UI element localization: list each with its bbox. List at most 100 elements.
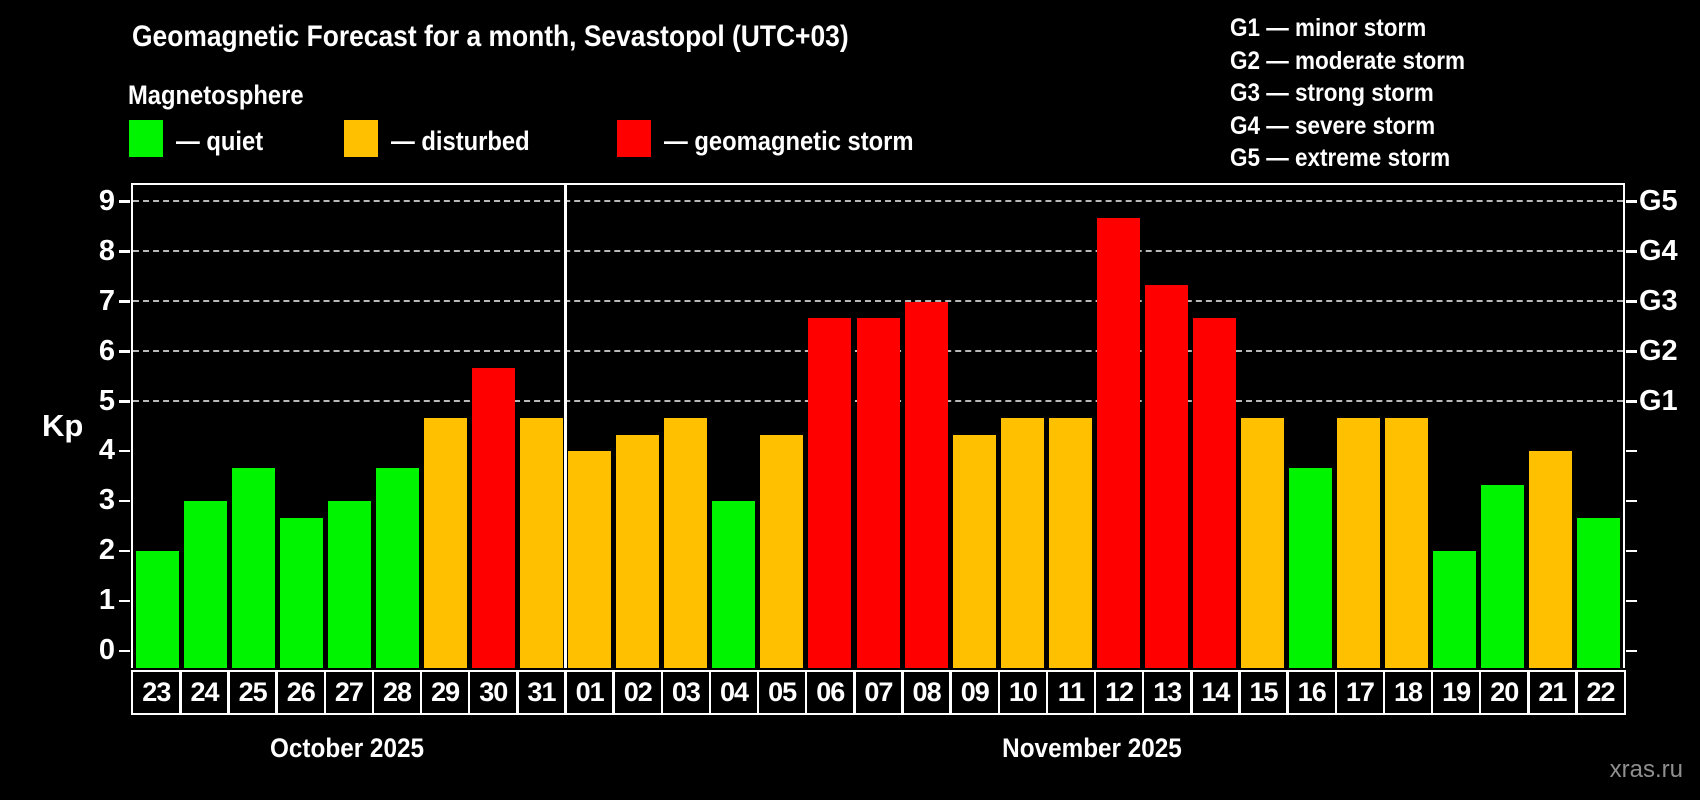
kp-bar [327,501,371,668]
left-tick-kp-0 [119,649,130,653]
date-cell: 09 [949,670,1001,715]
y-tick-label-5: 5 [98,384,115,417]
right-tick-kp-4 [1626,449,1637,453]
date-cell: 21 [1527,670,1578,715]
date-cell: 03 [660,670,712,715]
kp-bar [664,418,708,668]
kp-bar [952,434,996,668]
y-tick-label-2: 2 [98,534,115,567]
kp-bar [279,517,323,668]
kp-bar [1192,318,1236,668]
month-label-0: October 2025 [270,733,425,763]
kp-bar [231,467,275,668]
plot-area: 0 1 2 3 4 5 6 7 8 9 G1 G2 G3 G4 G5 [99,183,1678,668]
kp-bar [760,434,804,668]
kp-bar [1433,551,1477,668]
left-tick-kp-6 [119,350,130,353]
g-scale-label-g1: G1 [1639,384,1678,417]
quiet-swatch [129,120,163,157]
page-title: Geomagnetic Forecast for a month, Sevast… [132,20,946,54]
date-cell: 13 [1141,670,1193,715]
kp-bar [1529,451,1573,668]
gridline-kp-9 [133,200,1623,203]
date-cell: 06 [804,670,856,715]
y-tick-label-8: 8 [98,234,115,267]
right-tick-kp-0 [1626,649,1637,653]
date-cell: 29 [419,670,471,715]
y-tick-label-3: 3 [98,484,115,517]
kp-bar [1096,218,1140,668]
date-cell: 04 [708,670,760,715]
quiet-legend-label: — quiet [176,126,264,156]
right-tick-kp-6 [1626,350,1637,353]
date-cell: 05 [756,670,808,715]
kp-bar [1000,418,1044,668]
left-tick-kp-2 [119,549,130,553]
kp-bar [471,368,515,668]
date-cell: 27 [323,670,375,715]
kp-bar [423,418,467,668]
right-tick-kp-2 [1626,549,1637,553]
date-cell: 18 [1382,670,1434,715]
gridline-kp-8 [133,250,1623,253]
watermark: xras.ru [1609,756,1683,783]
left-tick-kp-9 [119,200,130,203]
y-tick-label-1: 1 [98,584,115,617]
y-axis-title: Kp [42,408,84,443]
date-cell: 20 [1478,670,1530,715]
kp-bar [135,551,179,668]
left-tick-kp-5 [119,400,130,403]
g-scale-label-g3: G3 [1639,284,1678,317]
kp-bar [520,418,564,668]
g3-legend-line: G3 — strong storm [1230,79,1434,107]
storm-swatch [617,120,651,157]
date-cell: 22 [1575,670,1626,715]
month-label-1: November 2025 [1002,733,1183,763]
g-scale-legend: G1 — minor storm G2 — moderate storm G3 … [1230,12,1491,175]
kp-bar [1144,285,1188,668]
right-tick-kp-9 [1626,200,1637,203]
kp-bar [1048,418,1092,668]
date-cell: 10 [997,670,1049,715]
disturbed-legend-label: — disturbed [391,126,530,156]
left-tick-kp-8 [119,250,130,253]
date-cell: 15 [1238,670,1289,715]
kp-bar [712,501,756,668]
g-scale-label-g4: G4 [1639,234,1678,267]
right-tick-kp-8 [1626,250,1637,253]
date-cell: 23 [131,670,182,715]
chart-subtitle-text: Magnetosphere [128,80,304,110]
kp-bar [375,467,419,668]
date-cell: 28 [371,670,423,715]
date-axis: 23 24 25 26 27 28 29 30 31 01 02 03 04 05 06 07 08 09 10 11… [131,670,1626,715]
date-cell: 14 [1190,670,1241,715]
date-cell: 07 [853,670,904,715]
date-cell: 25 [227,670,278,715]
g-scale-label-g5: G5 [1639,184,1678,217]
kp-bar [1481,484,1525,668]
kp-bar [616,434,660,668]
left-tick-kp-3 [119,499,130,503]
date-cell: 11 [1045,670,1097,715]
kp-bar [1577,517,1621,668]
kp-bar [1289,467,1333,668]
left-tick-kp-1 [119,599,130,603]
left-tick-kp-7 [119,300,130,303]
kp-bar [1337,418,1381,668]
chart-subtitle: Magnetosphere [128,80,328,111]
g-scale-label-g2: G2 [1639,334,1678,367]
left-tick-kp-4 [119,449,130,453]
date-cell: 01 [564,670,615,715]
date-cell: 02 [612,670,664,715]
kp-bar [1385,418,1429,668]
storm-legend-label: — geomagnetic storm [664,126,914,156]
kp-bar [904,301,948,668]
right-tick-kp-7 [1626,300,1637,303]
date-cell: 24 [179,670,230,715]
date-cell: 31 [516,670,567,715]
g5-legend-line: G5 — extreme storm [1230,144,1451,172]
y-tick-label-9: 9 [98,184,115,217]
kp-bar [856,318,900,668]
month-separator [564,185,567,668]
right-tick-kp-1 [1626,599,1637,603]
